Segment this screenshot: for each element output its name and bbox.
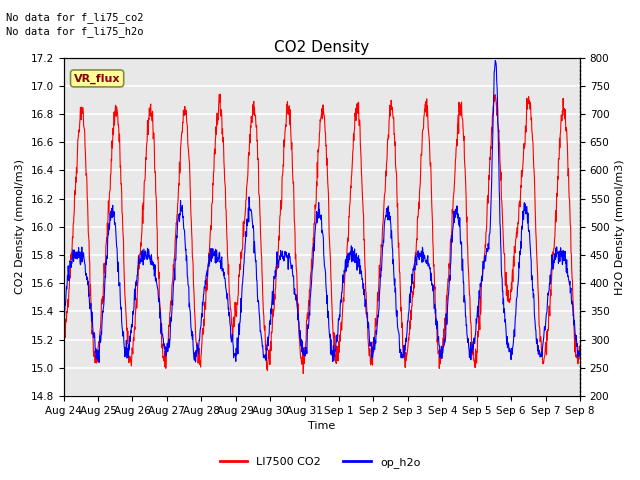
Text: No data for f_li75_co2: No data for f_li75_co2 bbox=[6, 12, 144, 23]
Y-axis label: H2O Density (mmol/m3): H2O Density (mmol/m3) bbox=[615, 159, 625, 295]
op_h2o bbox=[175, 213, 182, 218]
op_h2o bbox=[402, 336, 410, 341]
Text: VR_flux: VR_flux bbox=[74, 73, 120, 84]
Line: LI7500 CO2: LI7500 CO2 bbox=[63, 94, 580, 373]
op_h2o bbox=[233, 352, 241, 358]
op_h2o bbox=[60, 314, 67, 320]
LI7500 CO2 bbox=[60, 345, 67, 350]
X-axis label: Time: Time bbox=[308, 421, 335, 432]
LI7500 CO2 bbox=[515, 199, 523, 205]
op_h2o bbox=[95, 360, 103, 365]
LI7500 CO2 bbox=[233, 314, 241, 320]
op_h2o bbox=[492, 58, 499, 63]
LI7500 CO2 bbox=[470, 356, 477, 362]
Line: op_h2o: op_h2o bbox=[63, 60, 580, 362]
op_h2o bbox=[515, 265, 523, 271]
Y-axis label: CO2 Density (mmol/m3): CO2 Density (mmol/m3) bbox=[15, 159, 25, 294]
op_h2o bbox=[576, 350, 584, 356]
LI7500 CO2 bbox=[403, 350, 410, 356]
op_h2o bbox=[163, 352, 170, 358]
Title: CO2 Density: CO2 Density bbox=[274, 40, 369, 55]
op_h2o bbox=[470, 345, 477, 351]
Legend: LI7500 CO2, op_h2o: LI7500 CO2, op_h2o bbox=[215, 452, 425, 472]
LI7500 CO2 bbox=[300, 371, 307, 376]
LI7500 CO2 bbox=[175, 190, 182, 196]
LI7500 CO2 bbox=[576, 343, 584, 349]
Text: No data for f_li75_h2o: No data for f_li75_h2o bbox=[6, 26, 144, 37]
LI7500 CO2 bbox=[216, 91, 224, 97]
LI7500 CO2 bbox=[162, 365, 170, 371]
